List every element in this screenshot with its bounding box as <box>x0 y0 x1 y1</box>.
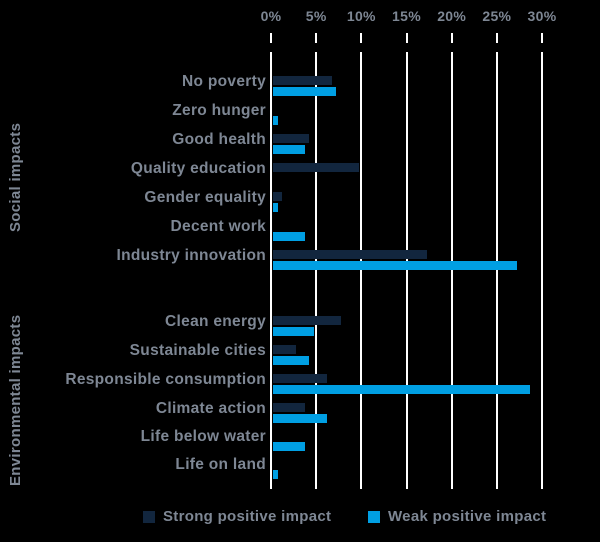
bar-strong <box>273 250 427 259</box>
axis-tick <box>360 33 363 43</box>
category-label: Gender equality <box>144 189 266 206</box>
axis-tick <box>495 33 498 43</box>
legend-item-weak: Weak positive impact <box>368 508 546 525</box>
bar-weak <box>273 145 305 154</box>
legend-swatch-weak <box>368 510 380 523</box>
bar-strong <box>273 316 341 325</box>
bar-strong <box>273 163 359 172</box>
category-label: Good health <box>172 131 266 148</box>
gridline <box>360 52 363 489</box>
category-label: Life on land <box>175 456 266 473</box>
bar-weak <box>273 87 337 96</box>
axis-tick-label: 5% <box>305 8 327 24</box>
axis-tick-label: 15% <box>392 8 421 24</box>
bar-weak <box>273 116 278 125</box>
category-label: Responsible consumption <box>65 371 266 388</box>
gridline <box>541 52 544 489</box>
category-label: Industry innovation <box>116 247 266 264</box>
gridline <box>450 52 453 489</box>
bar-strong <box>273 374 328 383</box>
group-label-environmental: Environmental impacts <box>7 314 24 486</box>
bar-weak <box>273 414 328 423</box>
bar-weak <box>273 470 278 479</box>
category-label: No poverty <box>182 73 266 90</box>
bar-weak <box>273 442 305 451</box>
axis-tick-label: 25% <box>482 8 512 24</box>
axis-tick <box>450 33 453 43</box>
category-label: Decent work <box>170 218 266 235</box>
bar-strong <box>273 345 296 354</box>
legend-label-strong: Strong positive impact <box>163 508 332 525</box>
category-label: Clean energy <box>165 313 266 330</box>
legend-label-weak: Weak positive impact <box>388 508 547 525</box>
bar-strong <box>273 76 332 85</box>
bar-weak <box>273 232 305 241</box>
bar-weak <box>273 261 517 270</box>
category-label: Zero hunger <box>172 102 266 119</box>
axis-tick <box>541 33 544 43</box>
category-label: Sustainable cities <box>129 342 266 359</box>
category-label: Life below water <box>140 428 266 445</box>
axis-tick-label: 30% <box>527 8 557 24</box>
gridline <box>405 52 408 489</box>
bar-strong <box>273 134 310 143</box>
gridline <box>315 52 318 489</box>
bar-weak <box>273 203 278 212</box>
category-label: Climate action <box>155 400 266 417</box>
axis-tick <box>405 33 408 43</box>
bar-weak <box>273 327 314 336</box>
axis-tick <box>270 33 272 43</box>
axis-tick-label: 0% <box>260 8 282 24</box>
axis-tick-label: 10% <box>346 8 376 24</box>
legend-item-strong: Strong positive impact <box>143 508 331 525</box>
group-label-social: Social impacts <box>7 122 24 232</box>
bar-weak <box>273 356 310 365</box>
category-label: Quality education <box>130 160 266 177</box>
bar-strong <box>273 403 305 412</box>
legend-swatch-strong <box>143 510 155 523</box>
gridline <box>495 52 498 489</box>
bar-strong <box>273 192 283 201</box>
bar-weak <box>273 385 531 394</box>
axis-tick <box>315 33 318 43</box>
gridline <box>270 52 272 489</box>
axis-tick-label: 20% <box>437 8 467 24</box>
